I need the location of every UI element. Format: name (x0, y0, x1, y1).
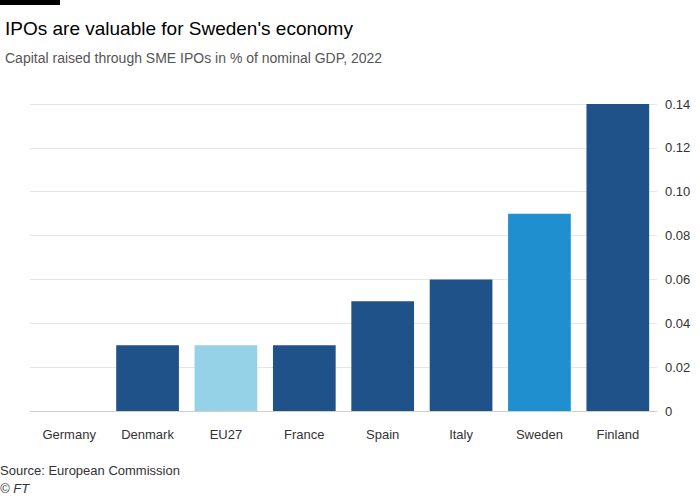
svg-text:Source: European Commission: Source: European Commission (0, 463, 180, 478)
svg-text:IPOs are valuable for Sweden's: IPOs are valuable for Sweden's economy (5, 18, 353, 39)
svg-text:Italy: Italy (449, 427, 473, 442)
svg-text:0.06: 0.06 (665, 272, 690, 287)
svg-text:© FT: © FT (0, 481, 30, 496)
svg-text:Germany: Germany (42, 427, 96, 442)
svg-text:Capital raised through SME IPO: Capital raised through SME IPOs in % of … (5, 50, 382, 66)
svg-text:France: France (284, 427, 324, 442)
svg-text:EU27: EU27 (210, 427, 243, 442)
svg-text:0.12: 0.12 (665, 140, 690, 155)
svg-text:0.14: 0.14 (665, 97, 690, 112)
svg-text:0.10: 0.10 (665, 184, 690, 199)
svg-text:Sweden: Sweden (516, 427, 563, 442)
svg-text:0.02: 0.02 (665, 360, 690, 375)
svg-text:Denmark: Denmark (121, 427, 174, 442)
svg-text:0.04: 0.04 (665, 316, 690, 331)
svg-text:Spain: Spain (366, 427, 399, 442)
svg-text:0: 0 (665, 404, 672, 419)
svg-text:0.08: 0.08 (665, 228, 690, 243)
svg-text:Finland: Finland (596, 427, 639, 442)
